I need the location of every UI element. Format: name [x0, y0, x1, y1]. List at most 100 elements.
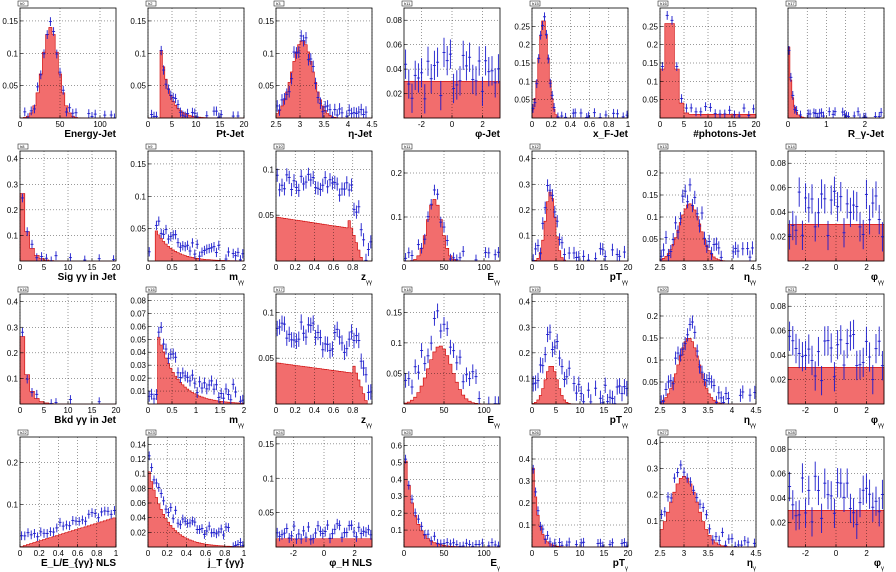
histogram-panel: h8 0 5 10 15 20 0.1 0.2 0.3 0.4 Sig γγ in Jet: [0, 143, 128, 286]
tick-label-x: 0.8: [603, 120, 615, 129]
tick-label-y: 0.1: [391, 339, 403, 348]
histogram-tag-text: h10: [276, 144, 283, 149]
histogram-svg: h11 -2 0 2 0.02 0.04 0.06 0.08 φ-Jet: [386, 0, 501, 140]
tick-label-y: 0.3: [647, 464, 659, 473]
axis-label-subscript: γγ: [494, 423, 500, 429]
data-points: [275, 167, 373, 261]
histogram-svg: h28 -2 0 2 0.02 0.04 0.06 0.08 φγ: [770, 429, 885, 572]
plot-frame: [787, 7, 885, 119]
tick-label-x: 5: [170, 120, 175, 129]
tick-label-x: 3.5: [702, 549, 714, 558]
histogram-tag: h16: [17, 286, 29, 293]
tick-label-x: 0.4: [181, 549, 193, 558]
tick-label-x: 0.4: [309, 406, 321, 415]
histogram-tag-text: h11: [404, 1, 411, 6]
tick-label-x: 2.5: [270, 120, 282, 129]
tick-label-x: 0.5: [166, 263, 178, 272]
tick-label-x: 0: [274, 263, 279, 272]
histogram-tag-text: h23: [148, 430, 155, 435]
histogram-svg: h8 0 5 10 15 20 0.1 0.2 0.3 0.4 Sig γγ in Jet: [7, 143, 121, 283]
tick-label-x: 0.6: [328, 406, 340, 415]
axis-ticks: 0 5 10 15 20 0.05 0.1 0.15: [130, 17, 249, 129]
histogram-tag: h11: [401, 0, 413, 7]
data-points: [20, 193, 116, 262]
tick-label-y: 0.1: [135, 470, 147, 479]
data-points: [147, 451, 245, 548]
histogram-tag-text: h12: [532, 144, 539, 149]
histogram-tag-text: h16: [148, 287, 155, 292]
tick-label-y: 0.2: [391, 509, 403, 518]
histogram-tag-text: h16: [660, 1, 667, 6]
tick-label-y: 0.06: [130, 499, 146, 508]
tick-label-x: 3: [682, 406, 687, 415]
tick-label-y: 0.15: [386, 308, 402, 317]
tick-label-y: 0.06: [130, 322, 146, 331]
tick-label-x: 0: [146, 263, 151, 272]
axis-ticks: -2 0 2 0.05 0.1 0.15: [258, 440, 357, 558]
tick-label-y: 0.06: [770, 327, 786, 336]
histogram-tag-box: [145, 429, 157, 436]
tick-label-x: -2: [802, 263, 810, 272]
histogram-tag-text: h18: [404, 287, 411, 292]
histogram-tag-box: [529, 0, 541, 7]
data-points: [660, 10, 756, 118]
histogram-svg: h10 0 0.2 0.4 0.6 0.8 0.05 0.1 zγγ: [258, 143, 373, 286]
histogram-tag: h12: [529, 143, 541, 150]
tick-label-x: 0.8: [91, 549, 103, 558]
tick-label-y: 0.05: [258, 82, 274, 91]
tick-label-y: 0.06: [770, 470, 786, 479]
tick-label-y: 0.05: [130, 335, 146, 344]
tick-label-y: 0.4: [7, 298, 19, 307]
tick-label-x: 15: [600, 406, 609, 415]
data-points: [23, 17, 116, 119]
plot-frame: [275, 293, 373, 405]
tick-label-x: 0: [834, 549, 839, 558]
histogram-tag-box: [657, 143, 669, 150]
axis-label-subscript: γγ: [750, 423, 756, 429]
histogram-svg: h0 0 50 100 0.05 0.1 0.15 Energy-Jet: [2, 0, 117, 140]
data-points: [788, 319, 884, 396]
axis-ticks: 0 50 100 0.05 0.1 0.15: [386, 308, 491, 415]
axis-label-x: pTγγ: [610, 415, 628, 429]
histogram-panel: h15 0 0.2 0.4 0.6 0.8 1 0.05 0.1 0.15 0.2 0.25 x_F-J…: [512, 0, 640, 143]
tick-label-x: 50: [440, 263, 449, 272]
tick-label-x: 0.8: [347, 263, 359, 272]
histogram-tag-box: [657, 286, 669, 293]
histogram-panel: h16 0 5 10 15 20 0.05 0.1 0.15 0.2 0.25 #photons-Je…: [640, 0, 768, 143]
tick-label-x: 2: [864, 263, 869, 272]
histogram-tag-box: [145, 143, 157, 150]
tick-label-y: 0.04: [386, 65, 402, 74]
tick-label-y: 0.02: [130, 528, 146, 537]
axis-label-x: Pt-Jet: [216, 129, 244, 140]
tick-label-x: 15: [600, 263, 609, 272]
tick-label-y: 0.02: [770, 376, 786, 385]
tick-label-x: 20: [624, 263, 633, 272]
histogram-tag-text: h28: [788, 430, 795, 435]
tick-label-x: 0: [786, 120, 791, 129]
axis-label-x: ηγ: [747, 558, 756, 572]
tick-label-x: 3: [682, 549, 687, 558]
histogram-svg: h12 0 5 10 15 20 0.1 0.2 0.3 0.4 pTγγ: [519, 143, 633, 286]
tick-label-y: 0.15: [642, 334, 658, 343]
histogram-svg: h14 -2 0 2 0.02 0.04 0.06 0.08 φγγ: [770, 143, 885, 286]
histogram-tag-text: h26: [532, 430, 539, 435]
axis-label-x: R_γ-Jet: [848, 129, 885, 140]
tick-label-y: 0.02: [386, 90, 402, 99]
tick-label-y: 0.04: [130, 514, 146, 523]
histogram-gridlines: [19, 8, 116, 118]
tick-label-x: 0: [18, 549, 23, 558]
tick-label-x: 2: [480, 120, 485, 129]
histogram-panel: h3 2.5 3 3.5 4 4.5 0.05 0.1 0.15 η-Jet: [256, 0, 384, 143]
histogram-svg: h15 0 0.2 0.4 0.6 0.8 1 0.05 0.1 0.15 0.2 0.25 x_F-J…: [514, 0, 631, 140]
tick-label-y: 0.2: [647, 41, 659, 50]
histogram-svg: h13 2.5 3 3.5 4 4.5 0.05 0.1 0.15 0.2 ηγγ: [642, 143, 762, 286]
histogram-tag: h28: [785, 429, 797, 436]
tick-label-x: 100: [93, 120, 107, 129]
axis-label-subscript: γγ: [878, 280, 884, 286]
tick-label-y: 0.4: [519, 455, 531, 464]
tick-label-y: 0.1: [7, 49, 19, 58]
axis-ticks: 0 5 10 15 20 0.1 0.2 0.3 0.4: [519, 455, 633, 558]
histogram-tag-box: [145, 0, 157, 7]
axis-label-subscript: γγ: [238, 423, 244, 429]
histogram-gridlines: [147, 294, 245, 404]
